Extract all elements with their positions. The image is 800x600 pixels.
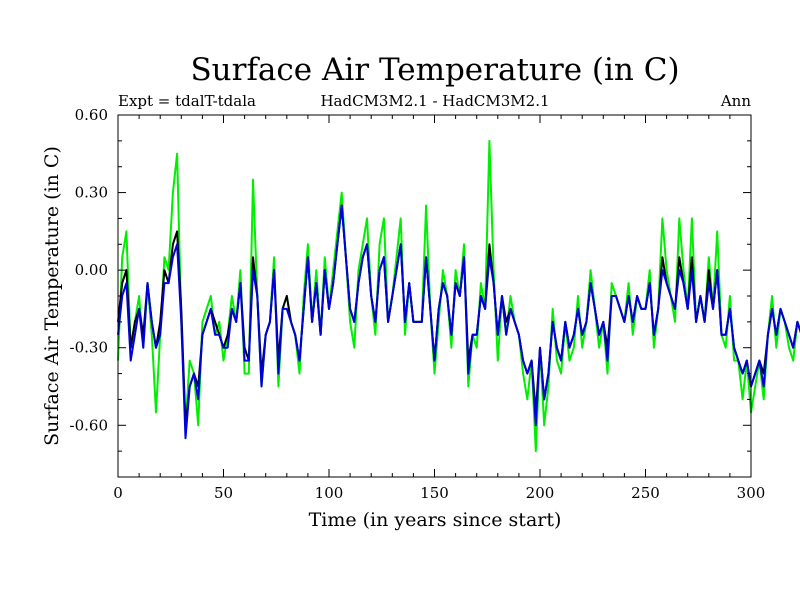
plot-frame — [117, 114, 752, 478]
experiment-label: Expt = tdalT-tdala — [118, 92, 256, 110]
series-line-green — [117, 139, 800, 453]
y-tick-label: -0.60 — [70, 416, 108, 434]
x-tick-label: 100 — [315, 484, 344, 502]
series-layer — [117, 139, 800, 453]
series-line-blue — [117, 204, 800, 440]
period-label: Ann — [720, 92, 751, 110]
y-tick-label: 0.30 — [75, 184, 108, 202]
y-tick-label: 0.60 — [75, 106, 108, 124]
y-axis-label: Surface Air Temperature (in C) — [41, 146, 63, 446]
chart-title: Surface Air Temperature (in C) — [190, 52, 679, 88]
x-tick-label: 200 — [526, 484, 555, 502]
x-tick-label: 250 — [631, 484, 660, 502]
model-comparison-label: HadCM3M2.1 - HadCM3M2.1 — [320, 92, 549, 110]
ticks-layer — [117, 114, 752, 478]
y-tick-label: 0.00 — [75, 261, 108, 279]
y-tick-label: -0.30 — [70, 339, 108, 357]
x-tick-label: 0 — [113, 484, 123, 502]
x-tick-label: 300 — [737, 484, 766, 502]
tick-labels: 0 50 100 150 200 250 300 0.60 0.30 0.00 -0.30 -0.60 — [70, 106, 766, 502]
x-tick-label: 50 — [214, 484, 233, 502]
x-axis-label: Time (in years since start) — [309, 509, 562, 531]
x-tick-label: 150 — [420, 484, 449, 502]
